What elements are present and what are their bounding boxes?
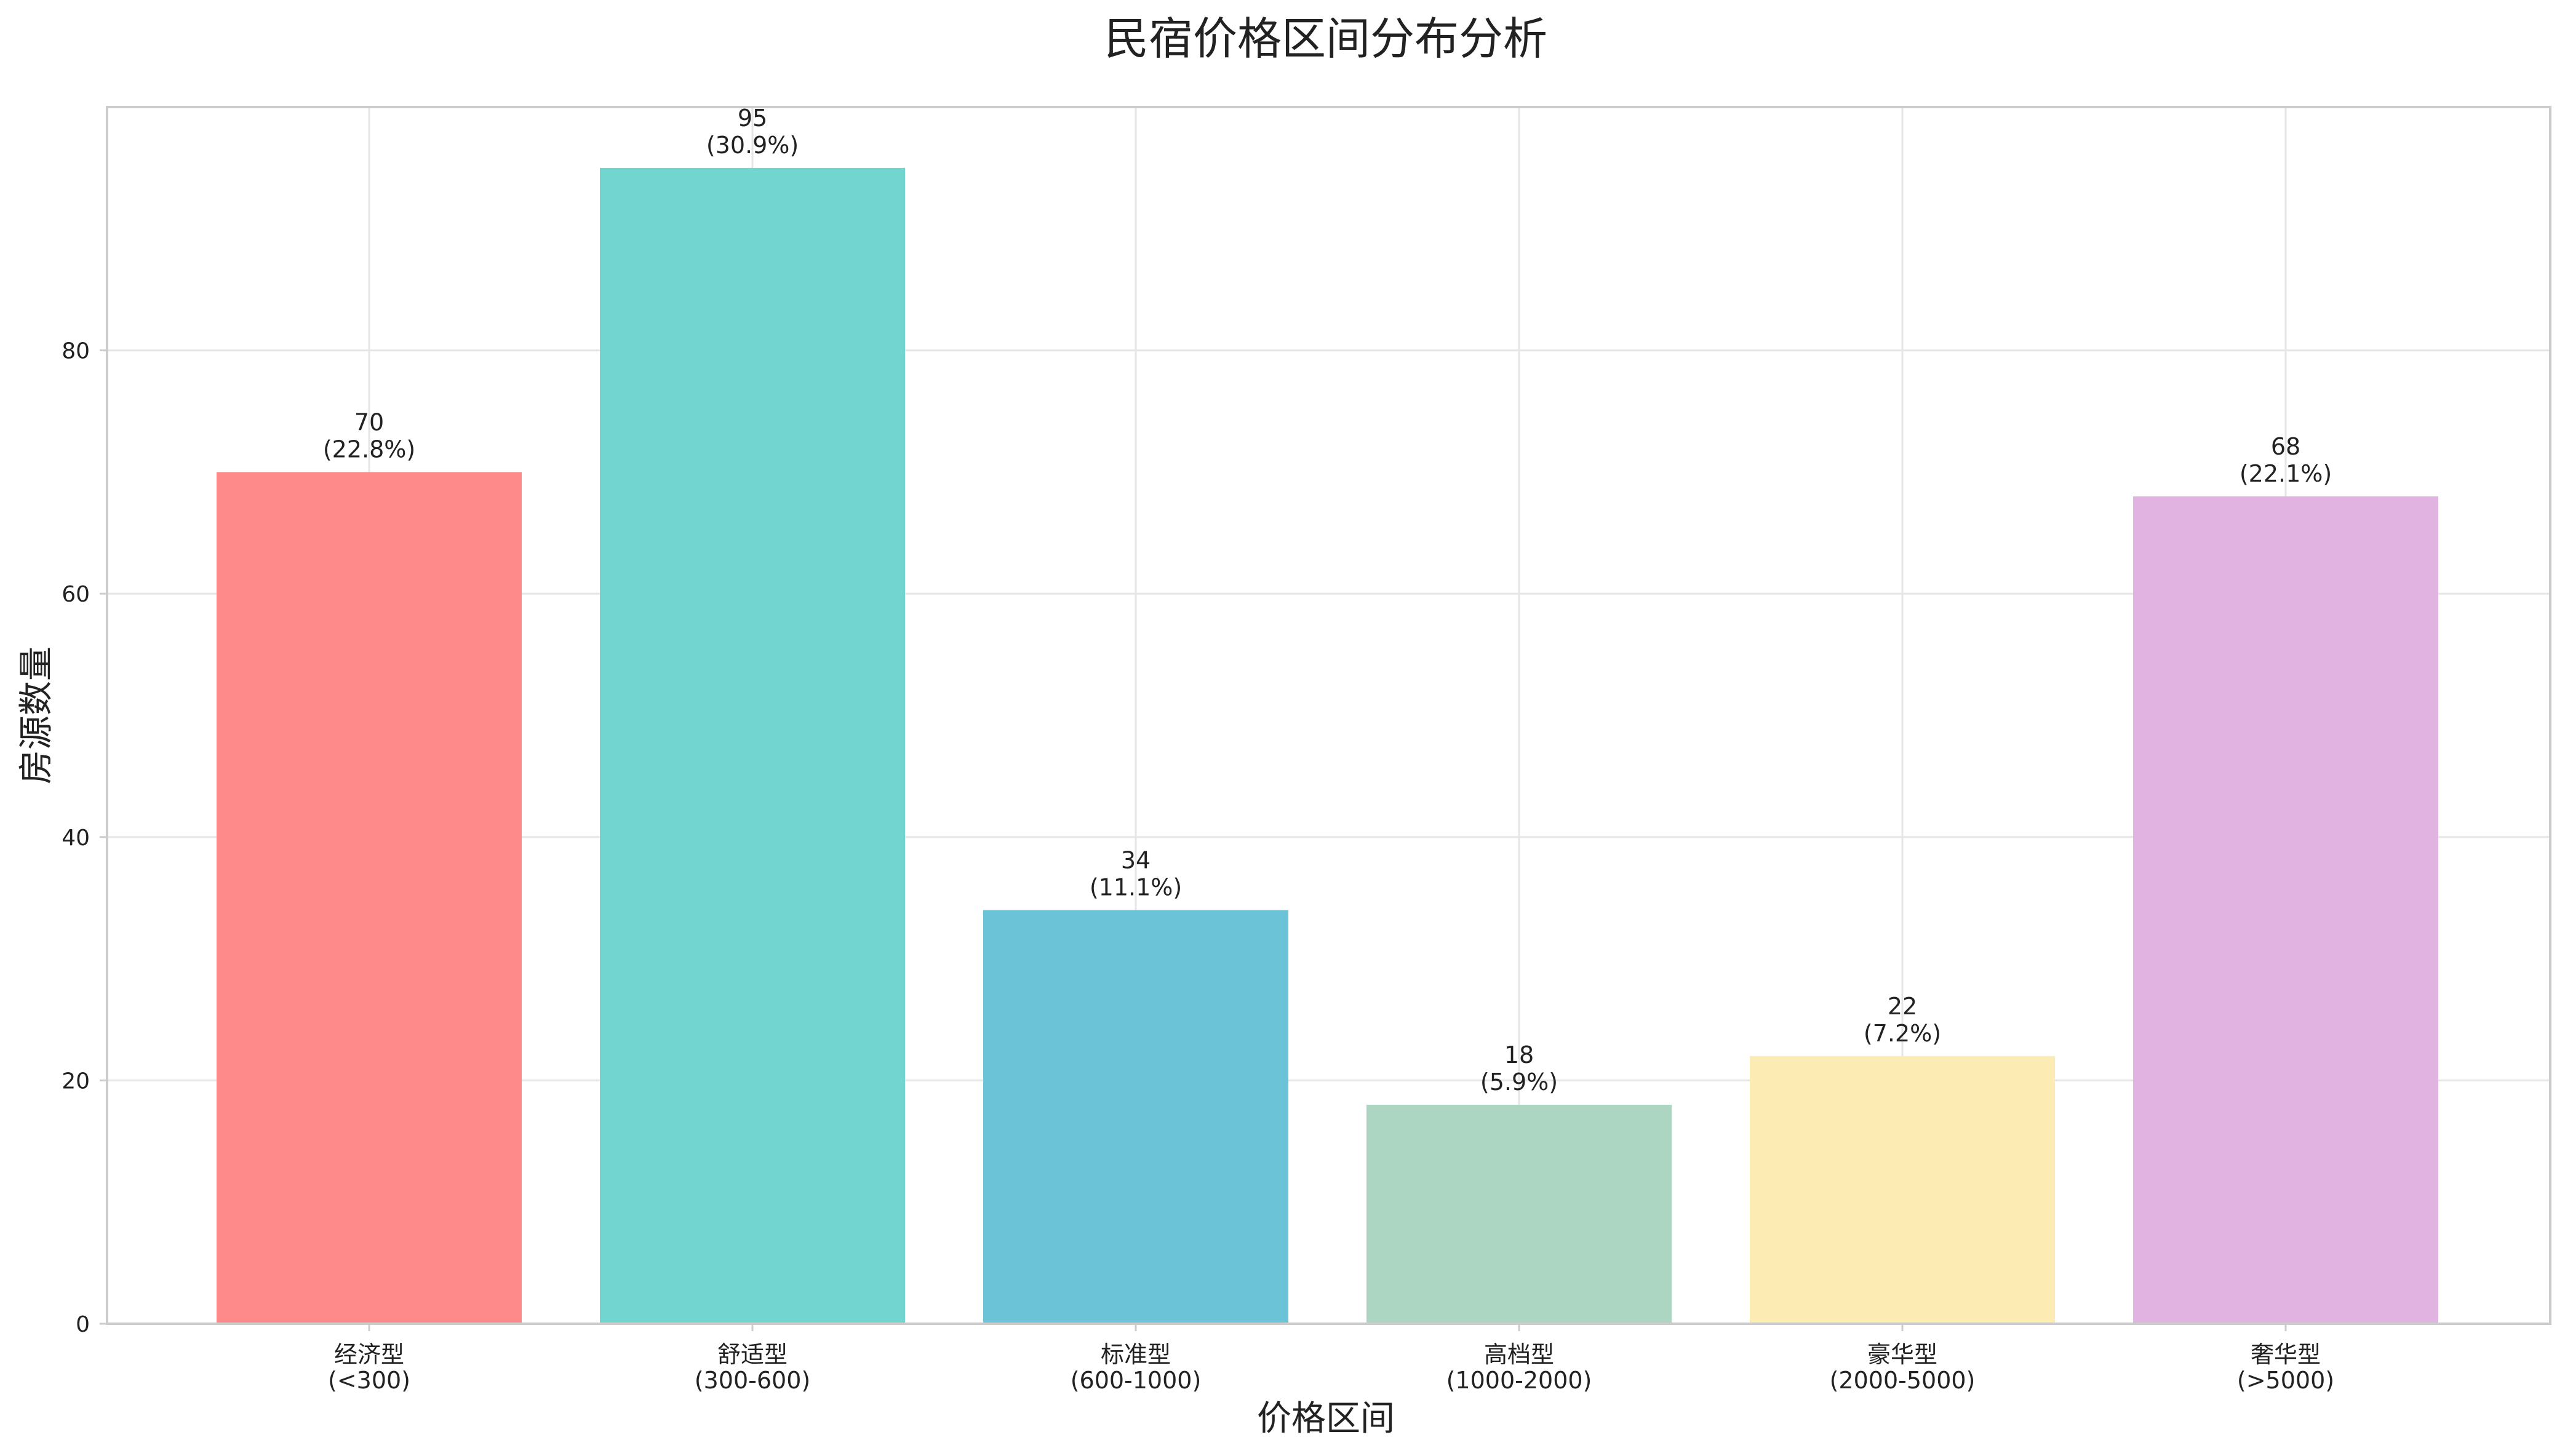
- bar-value-label: 22: [1888, 993, 1917, 1020]
- bar: [983, 910, 1288, 1324]
- x-tick-label: 标准型: [1101, 1341, 1171, 1368]
- bar: [2133, 496, 2438, 1324]
- y-tick-layer: 0 20 40 60 80: [62, 339, 107, 1337]
- bar-value-label: 68: [2271, 433, 2300, 460]
- x-tick-sublabel: (>5000): [2237, 1367, 2334, 1394]
- x-tick-label: 豪华型: [1867, 1341, 1937, 1368]
- x-tick-sublabel: (1000-2000): [1446, 1367, 1592, 1394]
- bar-value-label: 95: [738, 105, 767, 132]
- bar: [600, 167, 905, 1324]
- y-axis-label: 房源数量: [17, 646, 57, 784]
- bar-value-label: 70: [354, 408, 384, 436]
- bar: [1366, 1104, 1672, 1324]
- x-tick-sublabel: (600-1000): [1071, 1367, 1202, 1394]
- bar: [1750, 1056, 2055, 1324]
- bar-value-label: 34: [1121, 846, 1151, 873]
- bar-percent-label: (22.8%): [323, 436, 415, 463]
- x-tick-sublabel: (2000-5000): [1830, 1367, 1976, 1394]
- x-tick-sublabel: (<300): [328, 1367, 410, 1394]
- plot-frame: [106, 106, 2551, 1325]
- y-tick-label: 80: [62, 339, 90, 364]
- bar-percent-label: (7.2%): [1864, 1020, 1941, 1047]
- x-tick-layer: 经济型(<300) 舒适型(300-600) 标准型(600-1000) 高档型(10…: [328, 1324, 2334, 1394]
- y-tick-label: 0: [76, 1312, 90, 1337]
- bar-label-layer: 70(22.8%) 95(30.9%) 34(11.1%) 18(5.9%) 22(7.…: [323, 105, 2332, 1096]
- bar-percent-label: (22.1%): [2240, 460, 2332, 487]
- x-axis-label: 价格区间: [1257, 1399, 1395, 1439]
- bar-value-label: 18: [1504, 1041, 1534, 1068]
- x-tick-sublabel: (300-600): [695, 1367, 810, 1394]
- bar-percent-label: (30.9%): [706, 132, 799, 159]
- x-tick-label: 舒适型: [717, 1341, 788, 1368]
- bar-layer: [217, 167, 2438, 1324]
- x-tick-label: 奢华型: [2251, 1341, 2321, 1368]
- x-tick-label: 经济型: [334, 1341, 404, 1368]
- y-tick-label: 60: [62, 582, 90, 607]
- x-tick-label: 高档型: [1484, 1341, 1554, 1368]
- y-tick-label: 20: [62, 1068, 90, 1094]
- chart-title: 民宿价格区间分布分析: [1104, 13, 1547, 65]
- y-tick-label: 40: [62, 825, 90, 851]
- bar-percent-label: (11.1%): [1090, 873, 1182, 901]
- bar-percent-label: (5.9%): [1480, 1068, 1558, 1096]
- bar: [217, 472, 522, 1324]
